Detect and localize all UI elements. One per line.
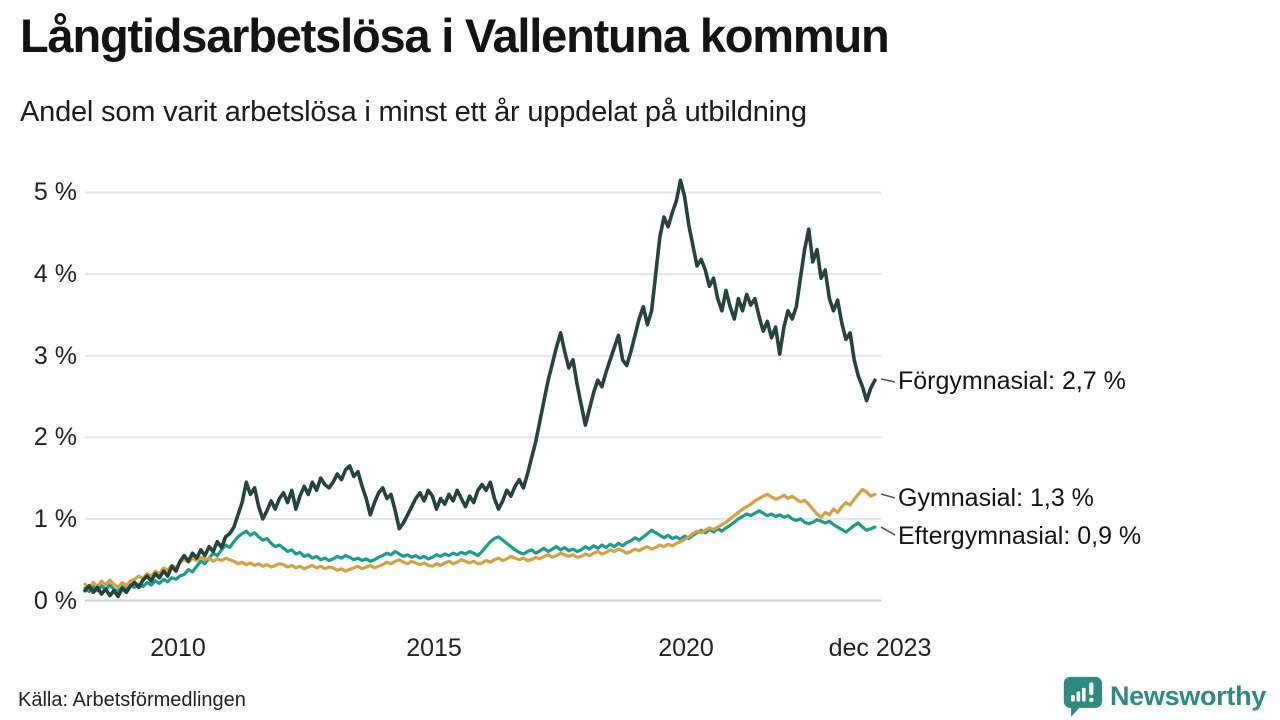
ytick-5: 5 % <box>33 178 77 206</box>
xtick-dec-2023: dec 2023 <box>828 634 932 662</box>
newsworthy-brand: Newsworthy <box>1062 674 1266 718</box>
chart-subtitle: Andel som varit arbetslösa i minst ett å… <box>20 96 807 128</box>
brand-name: Newsworthy <box>1109 680 1266 711</box>
bar-chart-glyph <box>1071 682 1094 702</box>
series-label-eftergymnasial: Eftergymnasial: 0,9 % <box>898 522 1142 550</box>
xtick-2015: 2015 <box>406 634 462 662</box>
exclamation-bar <box>1089 682 1094 696</box>
exclamation-dot <box>1089 697 1094 702</box>
newsworthy-logo-icon <box>1063 676 1102 717</box>
gridlines <box>85 191 881 602</box>
source-note: Källa: Arbetsförmedlingen <box>18 689 246 711</box>
line-eftergymnasial <box>83 509 877 594</box>
ytick-3: 3 % <box>33 341 77 370</box>
series-label-forgymnasial: Förgymnasial: 2,7 % <box>898 367 1126 395</box>
series-label-gymnasial: Gymnasial: 1,3 % <box>898 484 1094 512</box>
label-connectors <box>880 378 896 536</box>
series-lines <box>83 178 877 599</box>
page-title: Långtidsarbetslösa i Vallentuna kommun <box>20 9 890 62</box>
xtick-2020: 2020 <box>658 634 714 662</box>
ytick-2: 2 % <box>33 423 77 451</box>
connector-forgymnasial <box>880 378 896 383</box>
xtick-2010: 2010 <box>150 634 206 662</box>
line-gymnasial <box>83 487 877 590</box>
ytick-0: 0 % <box>33 586 77 615</box>
line-forgymnasial <box>83 178 877 599</box>
ytick-1: 1 % <box>33 505 77 533</box>
connector-gymnasial <box>880 493 896 499</box>
ytick-4: 4 % <box>33 260 77 288</box>
connector-eftergymnasial <box>880 526 896 536</box>
